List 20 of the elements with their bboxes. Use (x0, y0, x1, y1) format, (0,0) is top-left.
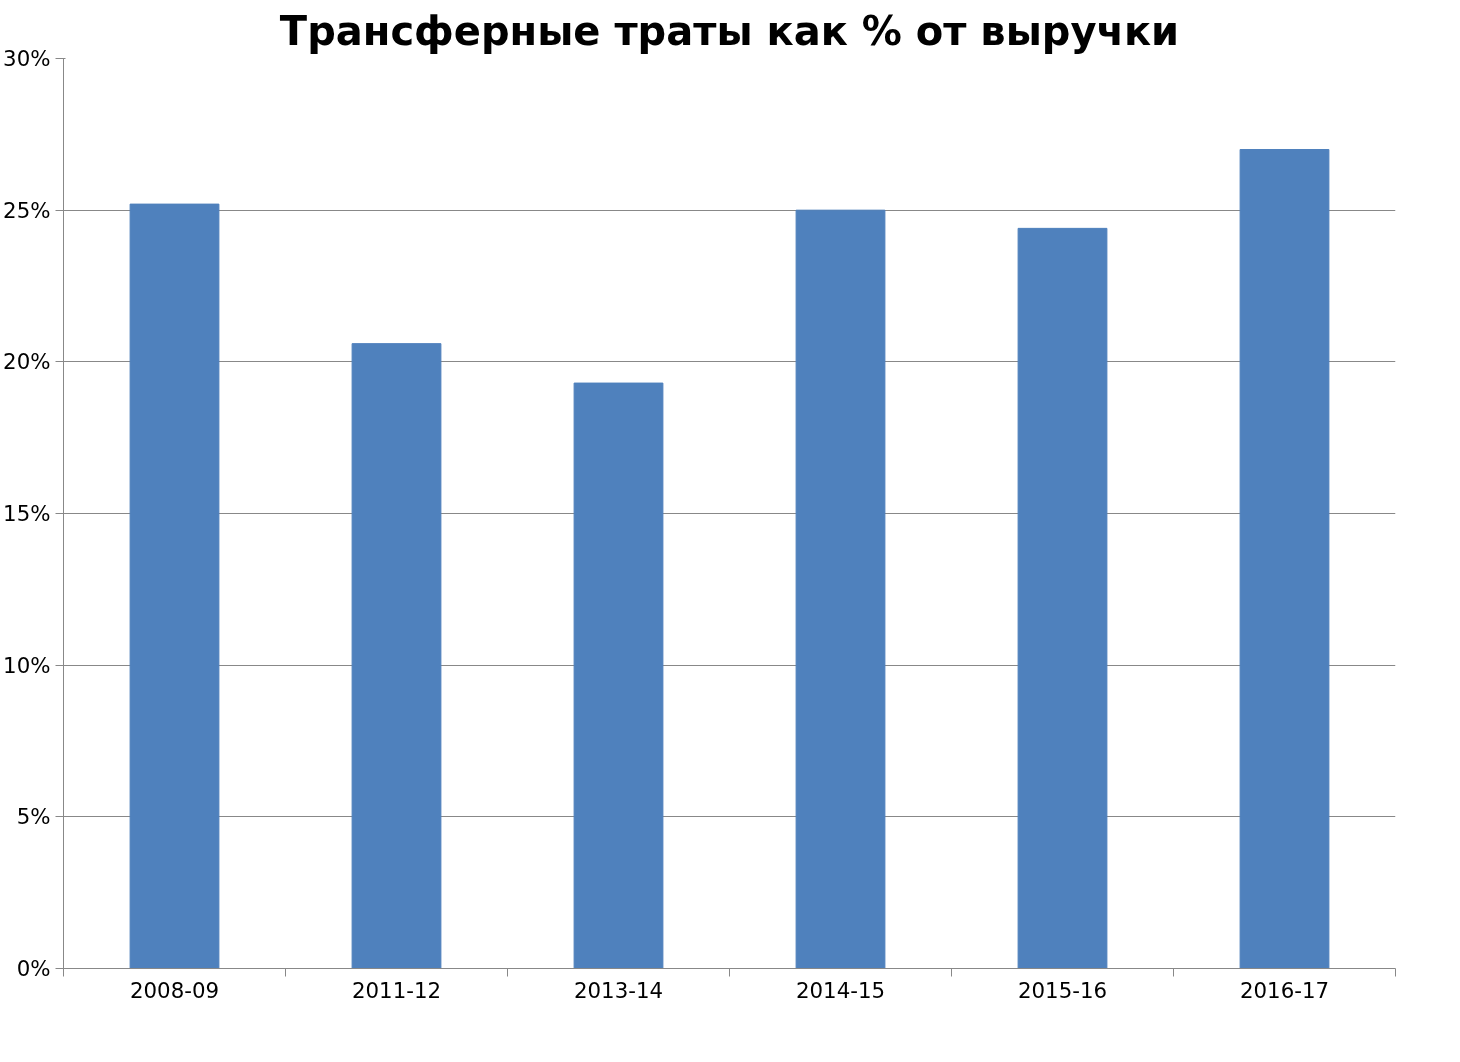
chart-title: Трансферные траты как % от выручки (279, 7, 1180, 54)
x-tick-label: 2013-14 (573, 977, 664, 1003)
bar (795, 209, 886, 969)
bar (1017, 227, 1108, 969)
y-tick-label: 5% (16, 804, 51, 830)
x-tick-label: 2008-09 (129, 977, 220, 1003)
x-tick-label: 2015-16 (1017, 977, 1108, 1003)
y-tick-label: 20% (3, 349, 51, 375)
y-tick-label: 30% (3, 46, 51, 71)
y-tick-label: 0% (16, 956, 51, 981)
x-tick-label: 2016-17 (1239, 977, 1330, 1003)
x-tick-label: 2011-12 (351, 977, 442, 1003)
y-tick-label: 25% (3, 197, 51, 223)
x-tick-label: 2014-15 (795, 977, 886, 1003)
bar (129, 203, 220, 969)
bar (351, 343, 442, 969)
bar (573, 382, 664, 969)
bar (1239, 149, 1330, 969)
y-tick-label: 10% (3, 652, 51, 678)
y-tick-label: 15% (3, 501, 51, 526)
